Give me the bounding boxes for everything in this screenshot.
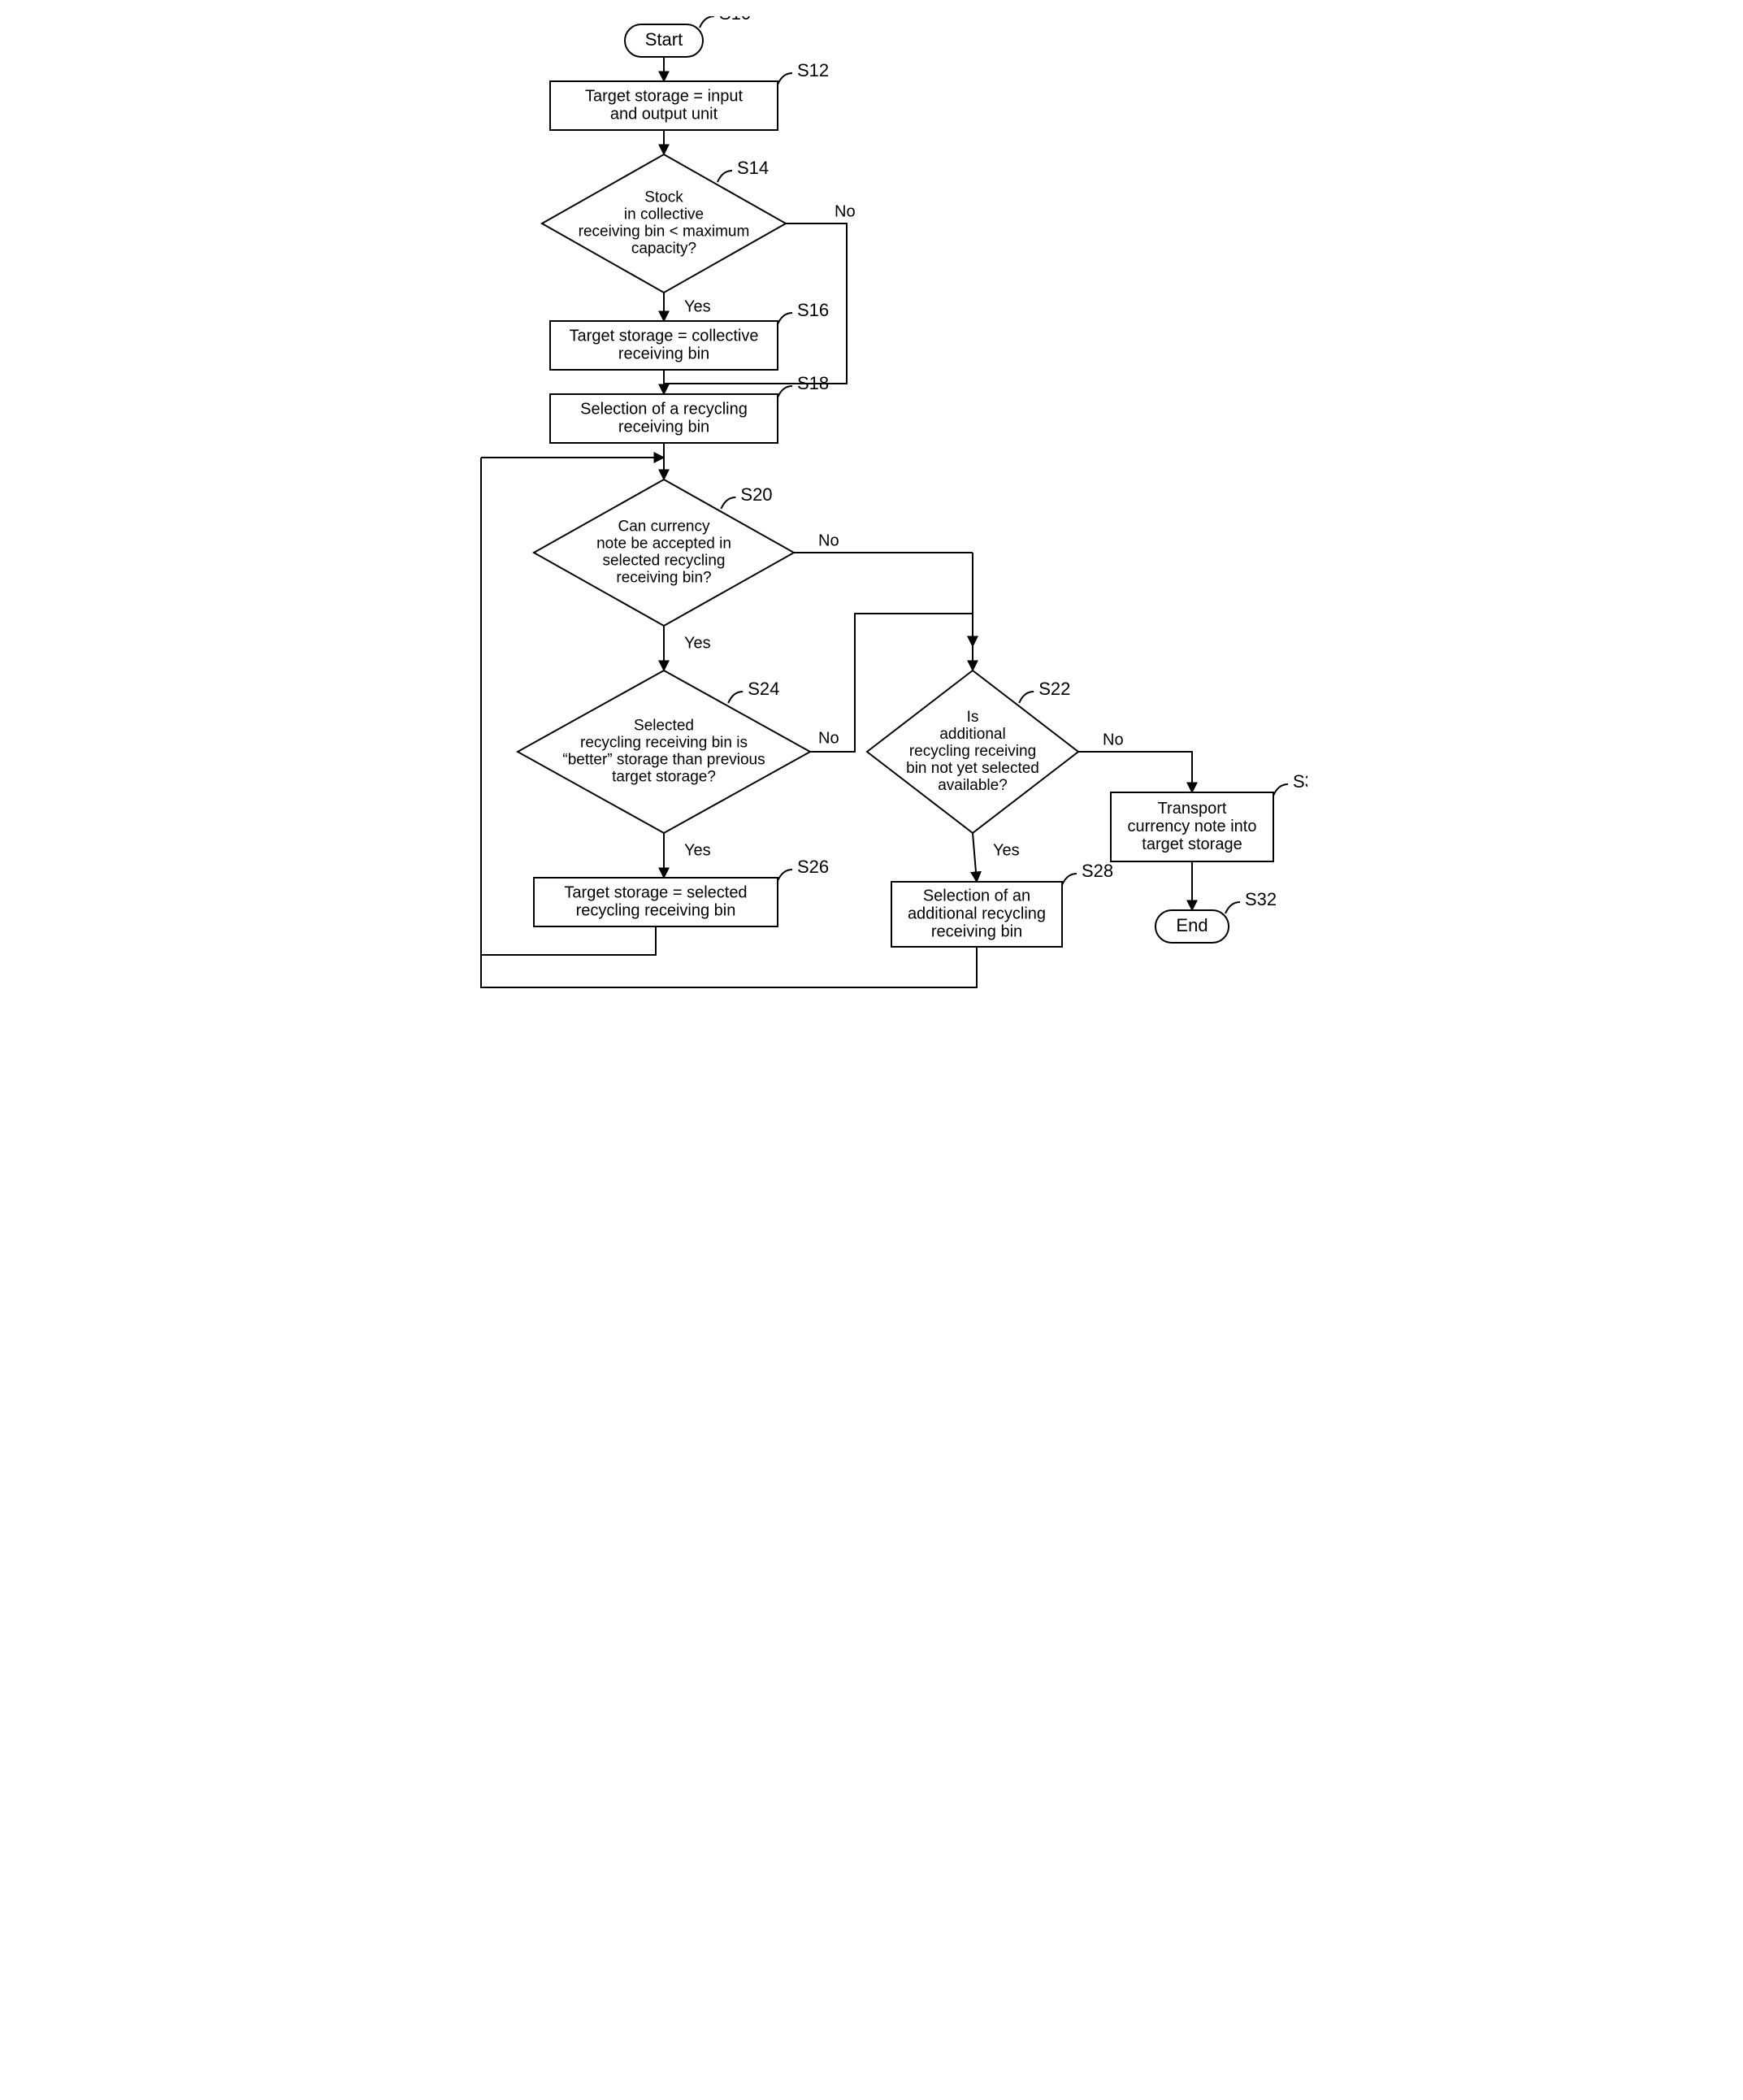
svg-text:Yes: Yes bbox=[684, 634, 711, 652]
svg-text:End: End bbox=[1176, 915, 1208, 935]
svg-text:S26: S26 bbox=[797, 857, 829, 877]
svg-text:S12: S12 bbox=[797, 60, 829, 80]
svg-text:Target storage = input: Target storage = input bbox=[584, 87, 742, 105]
svg-text:S10: S10 bbox=[719, 16, 751, 24]
flowchart-diagram: Start Target storage = inputand output un… bbox=[436, 16, 1307, 1066]
svg-text:and output unit: and output unit bbox=[609, 105, 718, 123]
svg-text:receiving bin: receiving bin bbox=[930, 922, 1021, 940]
svg-text:capacity?: capacity? bbox=[631, 241, 696, 258]
svg-text:No: No bbox=[835, 202, 856, 220]
svg-text:receiving bin: receiving bin bbox=[618, 345, 709, 362]
svg-text:Stock: Stock bbox=[644, 189, 683, 206]
svg-text:currency note into: currency note into bbox=[1127, 818, 1256, 835]
svg-text:Yes: Yes bbox=[993, 841, 1020, 859]
svg-text:receiving bin?: receiving bin? bbox=[616, 570, 711, 587]
svg-text:No: No bbox=[818, 729, 839, 747]
svg-text:additional recycling: additional recycling bbox=[907, 905, 1045, 922]
svg-text:Is: Is bbox=[966, 709, 978, 726]
svg-text:S30: S30 bbox=[1293, 771, 1307, 792]
svg-text:receiving bin: receiving bin bbox=[618, 418, 709, 436]
svg-text:in collective: in collective bbox=[623, 206, 703, 223]
svg-text:S20: S20 bbox=[740, 484, 772, 505]
svg-text:No: No bbox=[818, 532, 839, 549]
svg-text:recycling receiving bin: recycling receiving bin bbox=[575, 901, 735, 919]
svg-text:Transport: Transport bbox=[1157, 800, 1226, 818]
svg-text:Can currency: Can currency bbox=[618, 518, 709, 536]
svg-text:S16: S16 bbox=[797, 300, 829, 320]
svg-text:recycling receiving: recycling receiving bbox=[908, 743, 1035, 760]
svg-text:recycling receiving bin is: recycling receiving bin is bbox=[580, 735, 748, 752]
svg-text:receiving bin < maximum: receiving bin < maximum bbox=[578, 223, 749, 241]
svg-text:target storage?: target storage? bbox=[612, 769, 716, 786]
svg-text:S28: S28 bbox=[1082, 861, 1113, 881]
svg-text:bin not yet selected: bin not yet selected bbox=[906, 760, 1039, 777]
svg-text:Target storage = selected: Target storage = selected bbox=[564, 883, 747, 901]
svg-text:Start: Start bbox=[644, 29, 682, 50]
svg-text:selected recycling: selected recycling bbox=[602, 553, 725, 570]
svg-text:Target storage = collective: Target storage = collective bbox=[569, 327, 758, 345]
svg-text:S24: S24 bbox=[748, 679, 779, 699]
svg-text:note be accepted in: note be accepted in bbox=[596, 536, 731, 553]
svg-text:Selected: Selected bbox=[634, 718, 694, 735]
svg-text:S18: S18 bbox=[797, 373, 829, 393]
svg-text:Yes: Yes bbox=[684, 841, 711, 859]
svg-text:Yes: Yes bbox=[684, 297, 711, 315]
svg-text:S14: S14 bbox=[737, 158, 769, 178]
svg-text:Selection of an: Selection of an bbox=[922, 887, 1030, 905]
svg-text:S22: S22 bbox=[1038, 679, 1070, 699]
svg-text:Selection of a recycling: Selection of a recycling bbox=[580, 400, 748, 418]
svg-text:target storage: target storage bbox=[1142, 835, 1242, 853]
svg-text:additional: additional bbox=[939, 726, 1005, 743]
svg-text:No: No bbox=[1103, 731, 1124, 748]
svg-text:S32: S32 bbox=[1245, 889, 1277, 909]
svg-text:“better” storage than previous: “better” storage than previous bbox=[562, 752, 765, 769]
svg-text:available?: available? bbox=[938, 777, 1008, 794]
